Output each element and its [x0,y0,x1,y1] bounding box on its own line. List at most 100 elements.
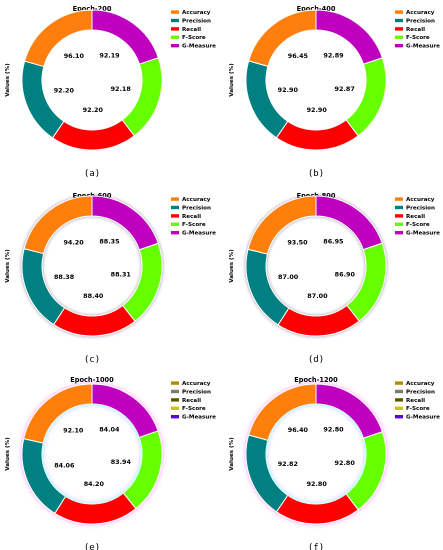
slice-value-label: 86.95 [323,238,343,246]
donut-ring [21,195,163,337]
slice-value-label: 93.50 [287,238,308,246]
donut-slice-precision [245,60,289,139]
legend-swatch [171,27,179,31]
slice-value-label: 92.10 [63,427,84,435]
panel-caption: (b) [308,169,324,179]
legend-swatch [171,415,179,419]
slice-value-label: 87.00 [307,292,328,300]
panel-caption: (f) [308,543,324,550]
legend-swatch [395,406,403,410]
y-axis-label: Values (%) [229,437,235,471]
legend-item-label: Accuracy [182,381,211,387]
y-axis-label: Values (%) [229,63,235,97]
donut-chart-panel: Epoch-1000 Values (%) 92.10 84.06 84.20 83.94… [5,376,216,550]
legend-swatch [395,214,403,218]
donut-slice-f-score [345,57,387,137]
legend-item-label: Precision [406,18,435,24]
inner-glow-ring [265,403,367,505]
legend-swatch [171,389,179,394]
legend-item-label: Recall [182,398,201,404]
chart-legend: Accuracy Precision Recall F-Score G-Measure [171,381,216,421]
legend-swatch [395,231,403,235]
donut-ring [21,383,163,525]
legend-swatch [171,231,179,235]
donut-ring [245,383,387,525]
legend-item-label: F-Score [406,35,430,41]
slice-value-label: 92.90 [278,86,299,94]
donut-slice-f-score [122,242,163,322]
legend-swatch [171,10,179,14]
donut-slice-recall [275,493,359,525]
legend-item-label: Accuracy [406,381,435,387]
legend-item-label: Recall [406,27,425,33]
chart-title: Epoch-1200 [294,376,338,384]
donut-slice-recall [275,119,359,151]
legend-swatch [395,222,403,226]
slice-value-label: 88.31 [111,271,131,279]
legend-item-label: F-Score [182,222,206,228]
legend-swatch [395,10,403,14]
slice-value-label: 88.40 [83,292,104,300]
chart-title: Epoch-1000 [70,376,114,384]
donut-ring [245,195,387,337]
panel-caption: (d) [308,355,324,365]
slice-value-label: 96.45 [288,52,308,60]
slice-value-label: 92.18 [111,85,132,93]
slice-value-label: 92.20 [54,86,75,94]
chart-title: Epoch-200 [73,5,112,13]
legend-item-label: G-Measure [182,44,216,50]
donut-slice-g-measure [91,9,159,65]
legend-item-label: F-Score [406,406,430,412]
chart-title: Epoch-400 [297,5,336,13]
donut-slice-g-measure [315,195,383,251]
legend-swatch [395,35,403,39]
legend-swatch [395,381,403,385]
legend-item-label: Recall [406,214,425,220]
legend-item-label: Accuracy [182,10,211,16]
slice-value-label: 92.89 [323,52,344,60]
legend-swatch [171,381,179,385]
legend-item-label: Precision [406,205,435,211]
slice-value-label: 88.35 [99,238,119,246]
donut-slice-recall [51,119,136,151]
slice-value-label: 87.00 [278,273,299,281]
legend-swatch [395,27,403,31]
panel-caption: (a) [84,169,100,179]
legend-swatch [171,35,179,39]
legend-swatch [171,197,179,201]
donut-slice-precision [21,248,66,326]
legend-item-label: Recall [182,27,201,33]
slice-value-label: 92.80 [335,459,356,467]
legend-item-label: G-Measure [182,415,216,421]
donut-chart-panel: Epoch-400 Values (%) 96.45 92.90 92.90 92.87 9… [229,5,440,179]
legend-item-label: Precision [182,205,211,211]
legend-swatch [171,398,179,402]
legend-swatch [395,197,403,201]
donut-slice-f-score [121,57,163,137]
slice-value-label: 92.20 [83,106,104,114]
legend-item-label: Accuracy [406,197,435,203]
slice-value-label: 96.40 [288,426,309,434]
panel-caption: (c) [84,355,100,365]
legend-item-label: G-Measure [406,231,440,237]
slice-value-label: 92.19 [99,52,120,60]
legend-swatch [171,205,179,210]
legend-swatch [395,18,403,23]
panel-caption: (e) [84,543,100,550]
donut-slice-f-score [122,430,163,510]
donut-slice-recall [53,304,136,337]
y-axis-label: Values (%) [5,437,11,471]
slice-value-label: 96.10 [64,52,85,60]
legend-item-label: Precision [182,389,211,395]
donut-slice-recall [277,304,360,337]
legend-swatch [395,205,403,210]
y-axis-label: Values (%) [5,249,11,283]
legend-item-label: Precision [406,389,435,395]
donut-slice-precision [21,60,65,139]
slice-value-label: 88.38 [54,273,75,281]
legend-item-label: F-Score [182,406,206,412]
chart-legend: Accuracy Precision Recall F-Score G-Measure [171,10,216,50]
slice-value-label: 92.87 [335,85,355,93]
legend-item-label: G-Measure [406,44,440,50]
